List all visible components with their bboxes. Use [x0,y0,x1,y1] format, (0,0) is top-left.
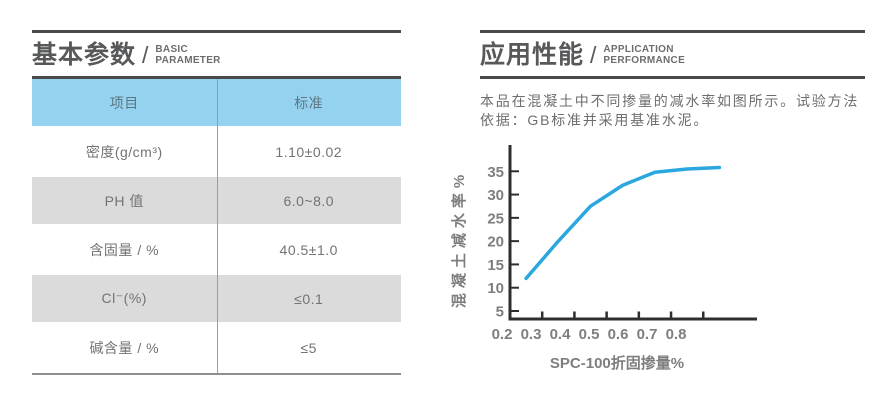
section-title-en-line1: BASIC [155,44,189,55]
application-performance-section: 应用性能 / APPLICATION PERFORMANCE 本品在混凝土中不同… [450,30,865,378]
water-reduction-curve [524,165,722,281]
parameter-table: 项目 标准 密度(g/cm³) 1.10±0.02 PH 值 6.0~8.0 含… [32,79,401,375]
table-column-divider [216,79,218,373]
section-title-en: BASIC PARAMETER [155,44,220,66]
application-performance-header: 应用性能 / APPLICATION PERFORMANCE [480,30,865,79]
section-title-zh: 基本参数 [32,41,137,69]
param-value: 40.5±1.0 [279,241,338,258]
y-tick-label: 35 [487,164,504,181]
section-title-en-line2: PERFORMANCE [603,55,686,66]
x-tick-label: 0.7 [637,326,658,343]
x-tick-label: 0.5 [579,326,600,343]
param-name: Cl⁻(%) [32,275,217,322]
column-header-item: 项目 [32,79,217,126]
y-tick-label: 5 [496,304,504,321]
basic-parameter-header: 基本参数 / BASIC PARAMETER [32,30,401,79]
section-title-en: APPLICATION PERFORMANCE [603,44,685,66]
line-chart-svg: 5 10 15 20 25 30 35 0.2 0.3 0.4 0.5 0.6 0.7 0.8 SPC-10… [450,145,757,372]
param-name: 碱含量 / % [89,339,160,356]
section-title-zh: 应用性能 [480,41,585,69]
param-value: ≤0.1 [216,275,401,322]
param-value: 6.0~8.0 [216,177,401,224]
dosage-water-reduction-chart: 5 10 15 20 25 30 35 0.2 0.3 0.4 0.5 0.6 0.7 0.8 SPC-10… [450,142,770,378]
y-tick-label: 10 [487,280,504,297]
y-tick-label: 15 [487,257,504,274]
x-tick-label: 0.6 [608,326,629,343]
y-axis-title: 混凝土减水率% [450,170,468,308]
y-tick-label: 25 [487,210,504,227]
param-name: PH 值 [32,177,217,224]
title-slash-separator: / [590,41,597,68]
y-tick-label: 20 [487,234,504,251]
section-title-en-line2: PARAMETER [155,55,221,66]
basic-parameter-section: 基本参数 / BASIC PARAMETER 项目 标准 密度(g/cm³) 1… [32,30,401,375]
x-tick-label: 0.3 [521,326,542,343]
x-tick-label: 0.8 [666,326,687,343]
param-value: ≤5 [300,339,317,356]
param-name: 密度(g/cm³) [85,143,163,160]
column-header-standard: 标准 [216,79,401,126]
param-value: 1.10±0.02 [275,143,343,160]
x-tick-label: 0.4 [550,326,572,343]
section-title-en-line1: APPLICATION [603,44,674,55]
x-axis-title: SPC-100折固掺量% [550,354,684,372]
x-tick-label: 0.2 [492,326,513,343]
param-name: 含固量 / % [89,241,160,258]
y-tick-label: 30 [487,187,504,204]
title-slash-separator: / [142,41,149,68]
performance-description: 本品在混凝土中不同掺量的减水率如图所示。试验方法依据：GB标准并采用基准水泥。 [480,93,860,128]
